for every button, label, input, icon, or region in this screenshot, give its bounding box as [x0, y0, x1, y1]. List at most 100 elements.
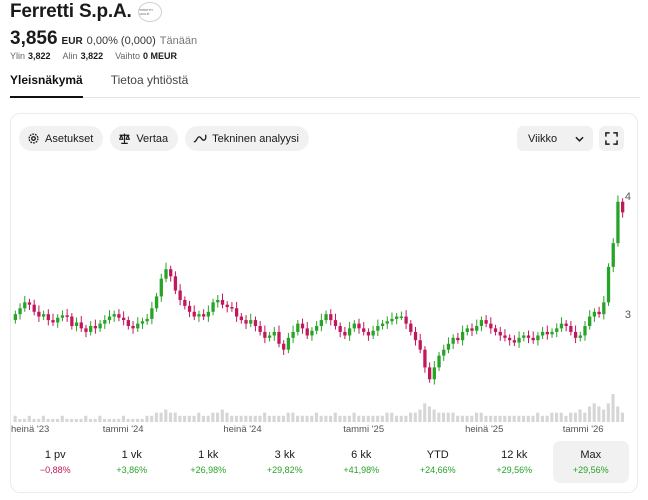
volume-bar: [55, 418, 60, 422]
candle-body: [427, 367, 432, 380]
volume-bar: [131, 418, 135, 422]
volume-bar: [578, 409, 582, 422]
tab-company-info[interactable]: Tietoa yhtiöstä: [110, 73, 189, 87]
candle-body: [220, 299, 225, 305]
compare-button[interactable]: Vertaa: [110, 126, 179, 151]
technical-analysis-button[interactable]: Tekninen analyysi: [185, 126, 309, 151]
candle-body: [611, 243, 615, 267]
candle-body: [13, 314, 18, 321]
volume-bar: [324, 415, 328, 422]
volume-bar: [366, 415, 370, 422]
range-1w[interactable]: 1 vk +3,86%: [116, 449, 148, 475]
candle-body: [522, 335, 526, 338]
candle-body: [305, 328, 309, 336]
volume-bar: [225, 412, 229, 422]
range-6m[interactable]: 6 kk +41,98%: [343, 449, 380, 475]
volume-bar: [305, 415, 309, 422]
candle-body: [98, 323, 102, 329]
x-tick-label: tammi '25: [343, 424, 384, 435]
volume-bar: [230, 415, 234, 422]
candle-body: [536, 335, 540, 341]
volume-bar: [216, 412, 220, 422]
volume-bar: [474, 412, 479, 422]
volume-bar: [592, 403, 596, 422]
period-select[interactable]: Viikko: [517, 126, 593, 151]
volume-bar: [507, 415, 512, 422]
volume-bar: [371, 415, 375, 422]
volume-bar: [347, 415, 351, 422]
volume-bar: [187, 415, 191, 422]
candle-body: [338, 326, 342, 332]
candle-body: [508, 337, 512, 341]
price-row: 3,856 EUR 0,00% (0,000) Tänään: [10, 28, 640, 49]
candle-body: [479, 320, 484, 326]
volume-bar: [23, 418, 27, 422]
volume-bar: [456, 415, 460, 422]
candle-body: [286, 337, 291, 350]
volume-bar: [272, 415, 276, 422]
candle-body: [588, 316, 592, 326]
volume-bar: [258, 415, 262, 422]
candle-body: [300, 323, 305, 329]
candle-body: [126, 320, 130, 326]
range-max[interactable]: Max +29,56%: [552, 441, 629, 483]
candle-body: [592, 311, 597, 317]
settings-label: Asetukset: [45, 132, 94, 145]
range-1m[interactable]: 1 kk +26,98%: [190, 449, 227, 475]
tab-overview[interactable]: Yleisnäkymä: [10, 64, 83, 98]
settings-button[interactable]: Asetukset: [19, 126, 104, 151]
volume-bar: [512, 415, 516, 422]
volume-bar: [211, 412, 215, 422]
volume-bar: [329, 415, 333, 422]
volume-bar: [493, 415, 497, 422]
candle-body: [187, 305, 192, 312]
candle-body: [277, 331, 281, 344]
x-tick-label: tammi '24: [103, 424, 144, 435]
volume-bar: [263, 412, 267, 422]
volume-bar: [18, 418, 22, 422]
volume-bar: [88, 418, 93, 422]
volume-bar: [536, 412, 540, 422]
gear-icon: [28, 133, 39, 144]
candle-body: [234, 308, 239, 317]
range-12m[interactable]: 12 kk +29,56%: [496, 449, 533, 475]
range-3m[interactable]: 3 kk +29,82%: [266, 449, 303, 475]
candle-body: [239, 316, 243, 321]
candle-body: [84, 328, 88, 332]
candle-body: [362, 328, 366, 332]
volume-bar: [220, 409, 224, 422]
candle-body: [263, 331, 267, 338]
candle-body: [272, 331, 276, 336]
candle-body: [253, 320, 258, 326]
price-chart[interactable]: 3 4 heinä '23 tammi '24 heinä '24 tammi '25 he…: [11, 114, 639, 436]
candle-body: [136, 323, 140, 329]
volume-bar: [192, 415, 196, 422]
candle-body: [296, 323, 300, 332]
tab-bar: Yleisnäkymä Tietoa yhtiöstä: [10, 64, 640, 98]
volume-bar: [244, 415, 248, 422]
volume-bar: [112, 418, 116, 422]
candle-body: [616, 201, 620, 244]
range-1d[interactable]: 1 pv −0,88%: [39, 449, 71, 475]
volume-bar: [201, 415, 206, 422]
candle-body: [202, 314, 206, 317]
volume-bar: [197, 412, 201, 422]
volume-bar: [573, 412, 577, 422]
fullscreen-button[interactable]: [599, 126, 624, 151]
range-ytd[interactable]: YTD +24,66%: [419, 449, 456, 475]
candle-body: [390, 318, 394, 322]
volume-bar: [361, 415, 366, 422]
volume-bar: [281, 415, 286, 422]
candle-body: [173, 276, 178, 291]
volume-bar: [451, 412, 455, 422]
volume-bar: [569, 412, 573, 422]
candle-body: [442, 349, 446, 356]
volume-bar: [597, 406, 601, 422]
volume-bar: [13, 415, 17, 422]
range-selector: 1 pv −0,88% 1 vk +3,86% 1 kk +26,98% 3 kk +2…: [17, 441, 629, 483]
compare-label: Vertaa: [136, 132, 169, 145]
volume-bar: [51, 418, 55, 422]
last-price: 3,856: [10, 28, 58, 49]
candle-body: [347, 328, 352, 336]
candle-body: [23, 302, 27, 309]
